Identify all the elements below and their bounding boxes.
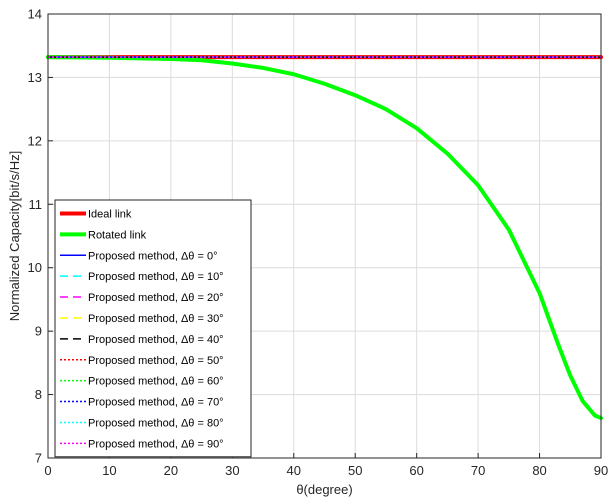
legend-label: Proposed method, Δθ = 90°: [88, 438, 224, 450]
x-axis-ticks: 0 10 20 30 40 50 60 70 80 90: [44, 453, 608, 478]
legend-label: Proposed method, Δθ = 0°: [88, 250, 217, 262]
x-axis-label: θ(degree): [296, 482, 352, 497]
legend-label: Proposed method, Δθ = 80°: [88, 417, 224, 429]
legend-label: Rotated link: [88, 229, 147, 241]
x-tick-label: 60: [409, 463, 423, 478]
legend-label: Proposed method, Δθ = 60°: [88, 376, 224, 388]
plot-frame: [47, 13, 602, 459]
legend: Ideal link Rotated link Proposed method, Δ…: [54, 199, 252, 458]
y-axis-label: Normalized Capacity[bit/s/Hz]: [7, 151, 22, 322]
legend-label: Proposed method, Δθ = 40°: [88, 334, 224, 346]
y-tick-label: 14: [28, 7, 42, 22]
y-tick-label: 11: [29, 197, 43, 212]
legend-label: Ideal link: [88, 208, 132, 220]
legend-label: Proposed method, Δθ = 30°: [88, 313, 224, 325]
x-tick-label: 10: [102, 463, 116, 478]
legend-label: Proposed method, Δθ = 20°: [88, 292, 224, 304]
y-axis-ticks: 7 8 9 10 11 12 13 14: [28, 7, 53, 466]
legend-label: Proposed method, Δθ = 50°: [88, 355, 224, 367]
y-tick-label: 12: [28, 133, 42, 148]
y-tick-label: 8: [35, 387, 42, 402]
x-tick-label: 20: [164, 463, 178, 478]
legend-box: [54, 199, 252, 458]
legend-label: Proposed method, Δθ = 10°: [88, 271, 224, 283]
y-tick-label: 10: [28, 260, 42, 275]
y-tick-label: 13: [28, 70, 42, 85]
series-line-1: [46, 55, 603, 421]
x-tick-label: 0: [44, 463, 51, 478]
y-tick-label: 9: [35, 324, 42, 339]
x-tick-label: 40: [287, 463, 301, 478]
x-tick-label: 80: [532, 463, 546, 478]
x-tick-label: 70: [471, 463, 485, 478]
series-lines: [46, 55, 603, 421]
legend-label: Proposed method, Δθ = 70°: [88, 397, 224, 409]
x-tick-label: 30: [225, 463, 239, 478]
x-tick-label: 50: [348, 463, 362, 478]
y-tick-label: 7: [35, 451, 42, 466]
x-tick-label: 90: [594, 463, 608, 478]
